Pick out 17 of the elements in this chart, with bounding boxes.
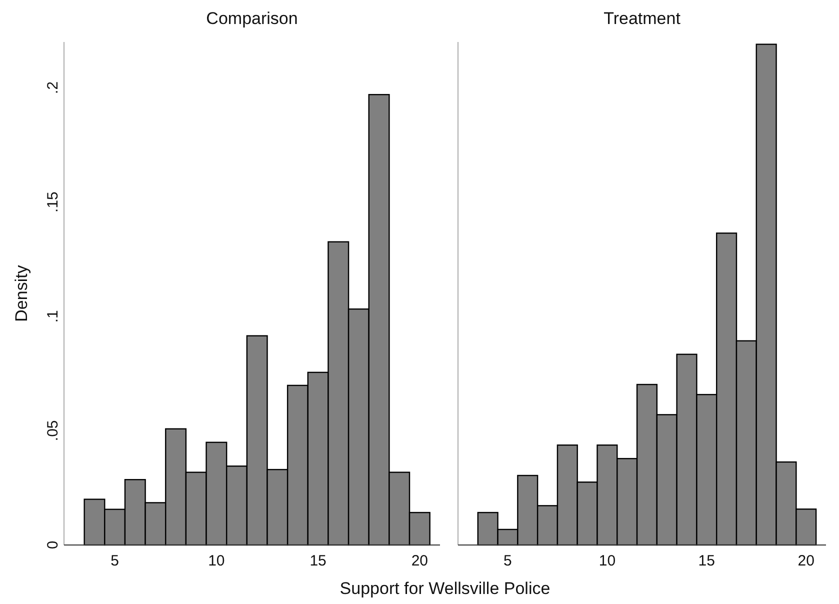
y-tick-label: 0 (44, 540, 62, 550)
x-tick-label: 10 (208, 552, 225, 570)
x-tick-label: 15 (698, 552, 715, 570)
chart-title: Treatment (604, 9, 681, 28)
x-tick-label: 20 (798, 552, 814, 570)
x-tick-label: 20 (411, 552, 428, 570)
x-tick-label: 5 (110, 552, 119, 570)
chart-title: Comparison (206, 9, 298, 28)
y-axis-title: Density (12, 264, 31, 322)
x-axis-title: Support for Wellsville Police (340, 579, 550, 598)
y-tick-label: .05 (44, 420, 62, 442)
y-tick-label: .2 (44, 81, 62, 94)
x-tick-label: 15 (310, 552, 326, 570)
x-tick-label: 10 (598, 552, 616, 570)
x-tick-label: 5 (504, 552, 512, 570)
y-tick-label: .1 (44, 310, 62, 323)
y-tick-label: .15 (44, 192, 62, 212)
